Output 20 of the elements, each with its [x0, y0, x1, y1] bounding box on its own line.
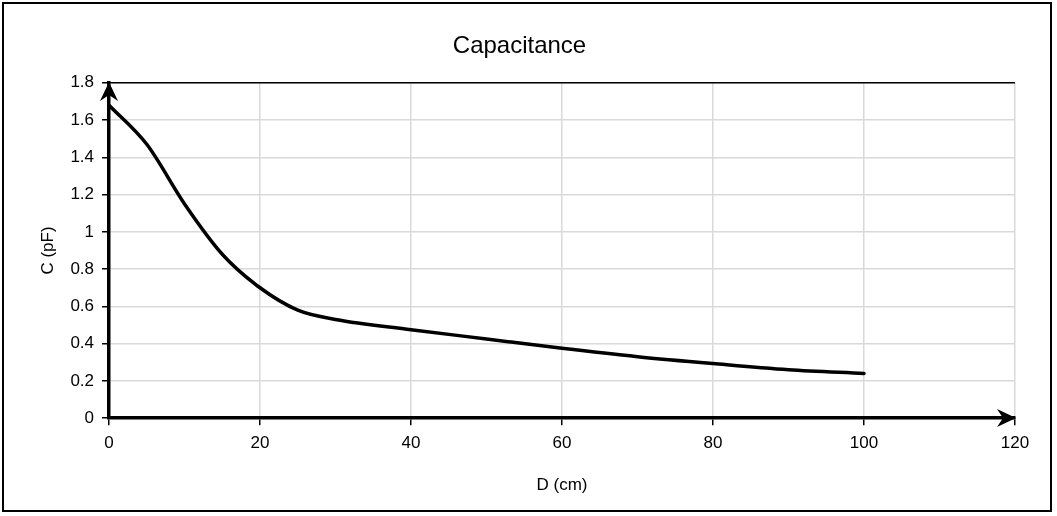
y-tick-label: 1.2 — [70, 184, 95, 204]
x-axis-title: D (cm) — [536, 475, 588, 495]
x-tick-label: 100 — [849, 433, 879, 453]
x-tick-label: 40 — [401, 433, 421, 453]
y-tick-label: 1.8 — [70, 72, 95, 92]
x-tick-label: 80 — [703, 433, 723, 453]
x-tick-label: 20 — [250, 433, 270, 453]
x-tick-label: 0 — [104, 433, 114, 453]
y-tick-label: 1.4 — [70, 147, 95, 167]
y-tick-label: 0.2 — [70, 370, 95, 390]
y-tick-label: 0 — [84, 407, 95, 427]
x-tick-label: 120 — [1000, 433, 1030, 453]
y-axis-title: C (pF) — [37, 226, 57, 275]
y-tick-label: 0.6 — [70, 296, 95, 316]
x-tick-label: 60 — [552, 433, 572, 453]
y-tick-label: 0.4 — [70, 333, 95, 353]
y-tick-label: 0.8 — [70, 258, 95, 278]
y-tick-label: 1.6 — [70, 109, 95, 129]
y-tick-label: 1 — [84, 221, 95, 241]
chart-title: Capacitance — [452, 31, 587, 59]
